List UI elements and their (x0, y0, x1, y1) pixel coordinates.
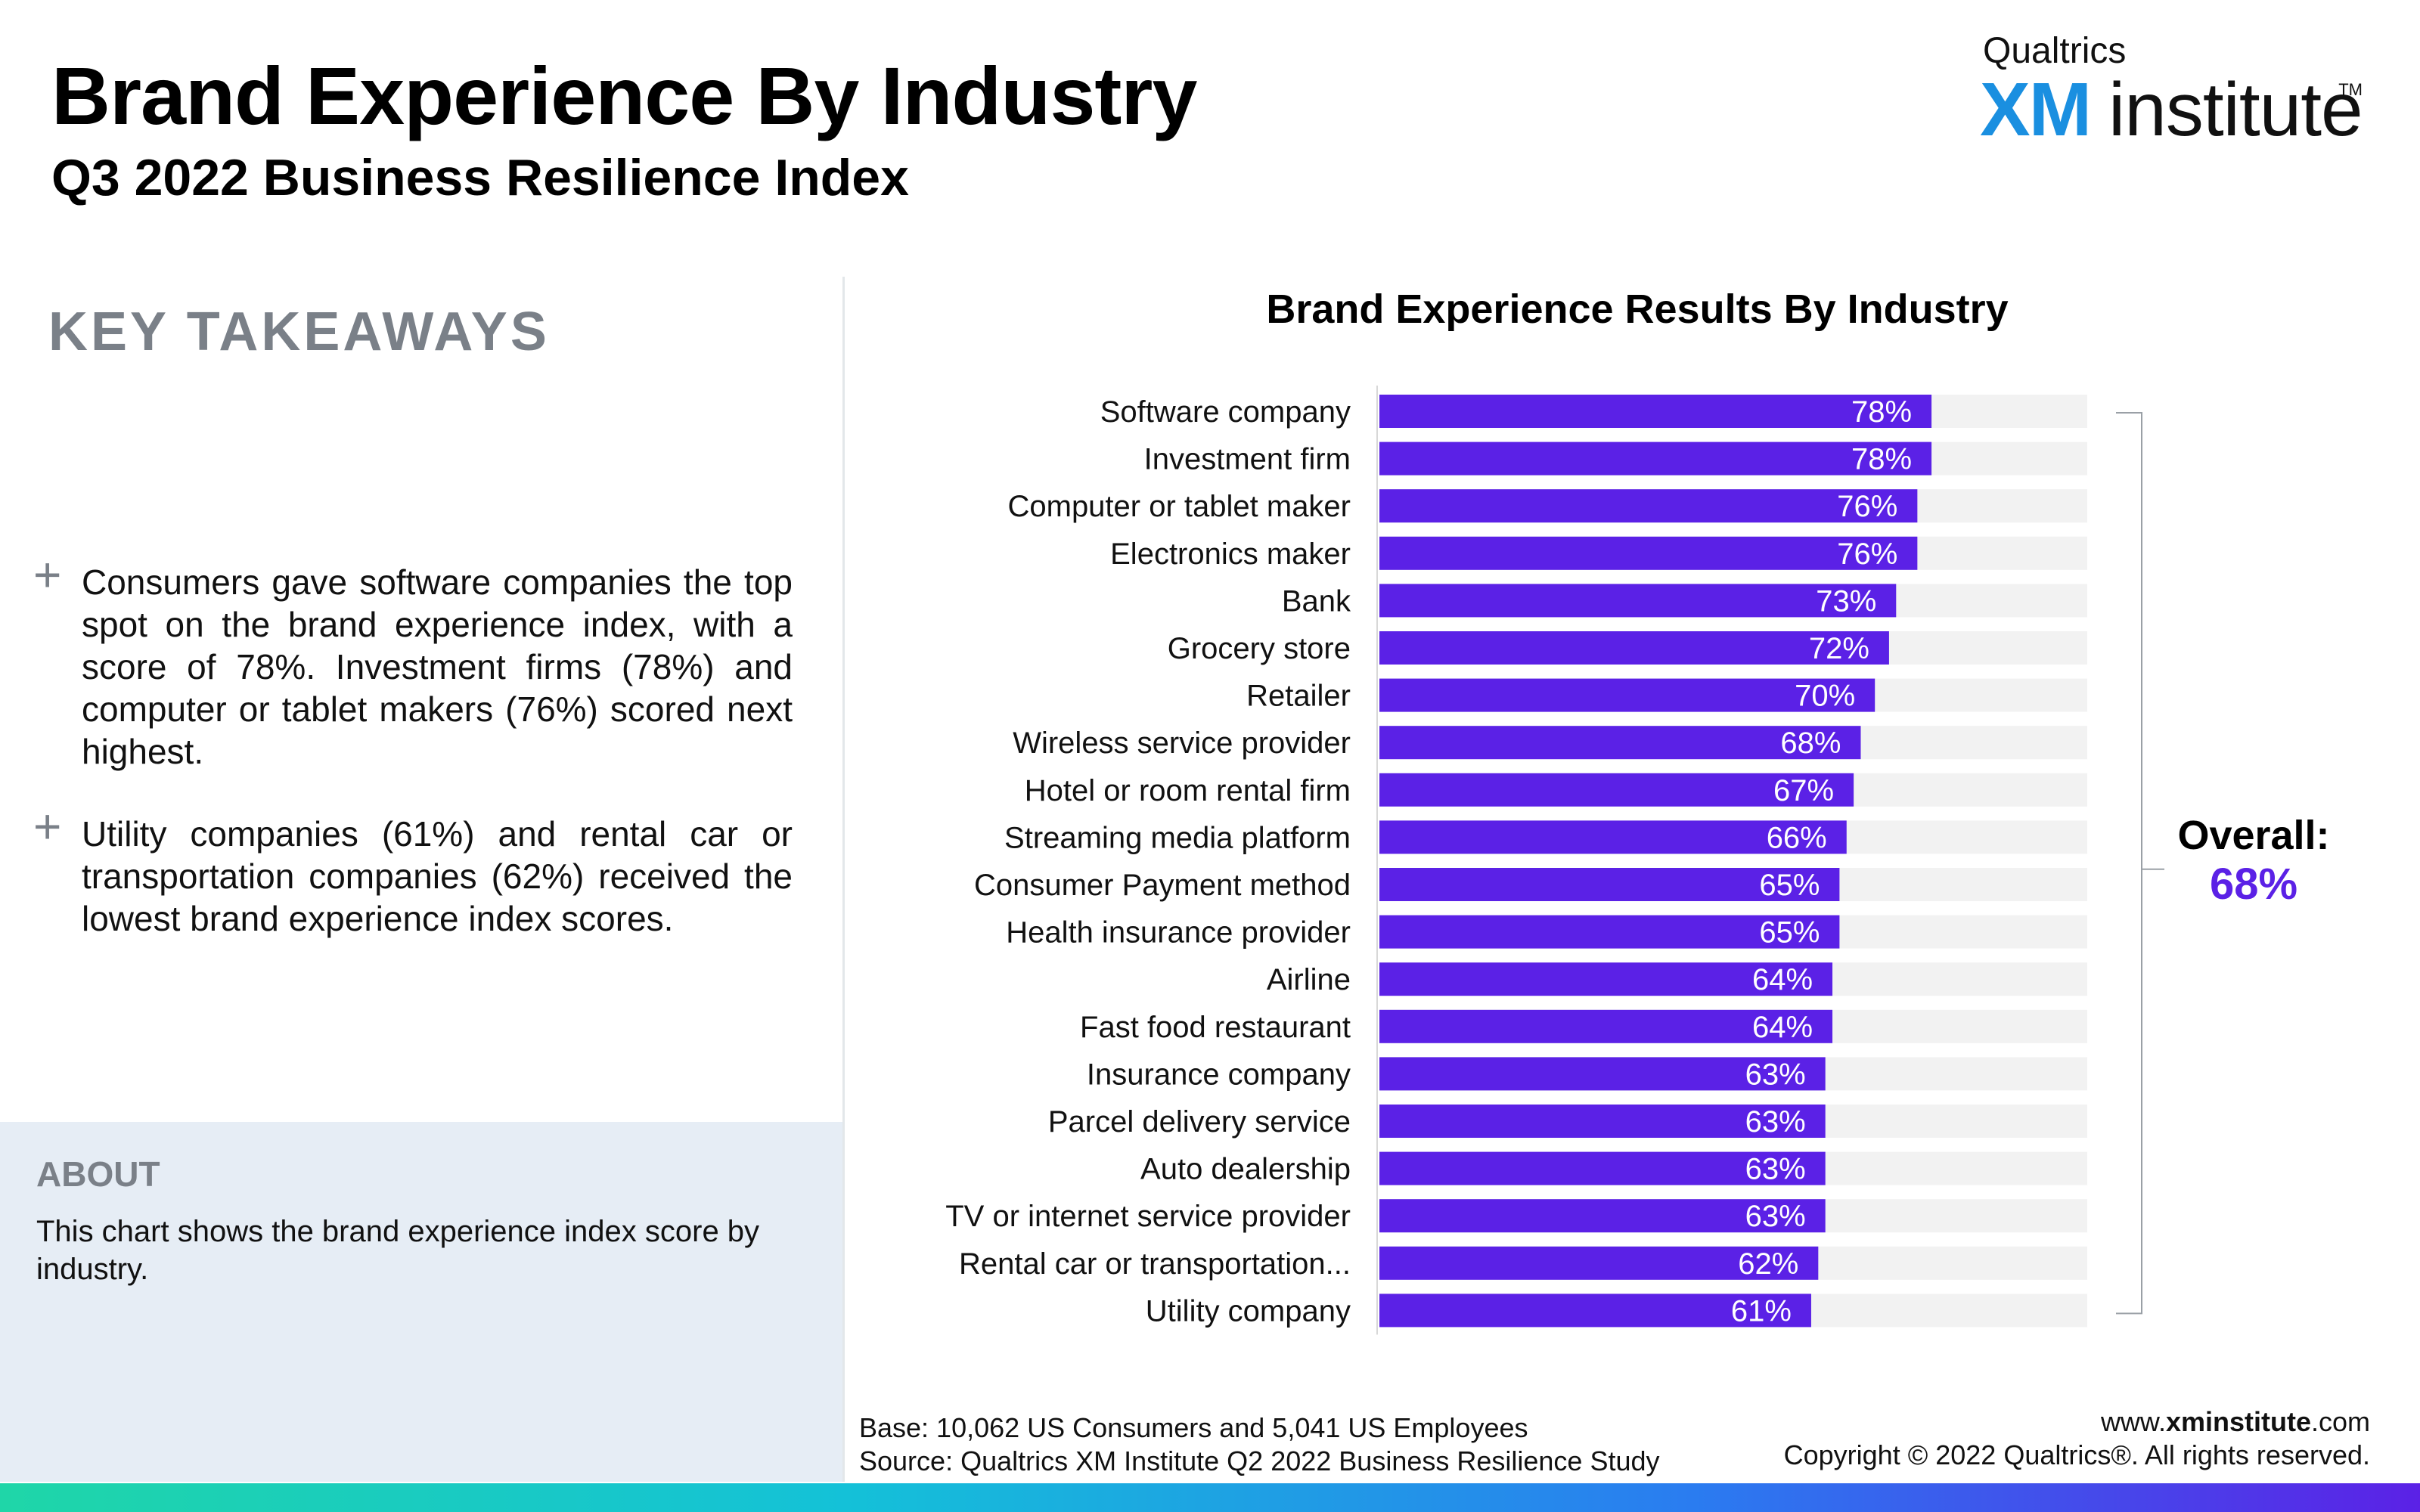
category-label: Software company (1100, 395, 1351, 429)
logo-xm-text: XM (1980, 67, 2092, 152)
data-label: 76% (1837, 538, 1897, 571)
plus-icon: + (33, 547, 62, 602)
bar (1379, 678, 1876, 712)
data-label: 65% (1759, 869, 1820, 902)
category-label: Bank (1282, 584, 1351, 618)
bar (1379, 584, 1897, 618)
category-label: Grocery store (1168, 632, 1351, 665)
bar (1379, 820, 1847, 854)
footer-gradient-bar (0, 1483, 2420, 1512)
about-heading: ABOUT (36, 1154, 160, 1194)
bar (1379, 442, 1932, 476)
data-label: 63% (1745, 1200, 1806, 1233)
bar (1379, 962, 1833, 996)
category-label: Consumer Payment method (974, 869, 1351, 902)
data-label: 76% (1837, 490, 1897, 523)
data-label: 66% (1767, 821, 1827, 854)
bar (1379, 868, 1840, 901)
category-label: Rental car or transportation... (959, 1247, 1351, 1281)
bar (1379, 1057, 1826, 1091)
data-label: 78% (1851, 443, 1912, 476)
website-prefix: www. (2100, 1406, 2166, 1437)
website-domain: xminstitute (2165, 1406, 2311, 1437)
category-label: Utility company (1146, 1294, 1351, 1328)
data-label: 67% (1773, 774, 1834, 807)
category-label: Parcel delivery service (1048, 1105, 1351, 1139)
logo-institute-text: institute (2108, 67, 2363, 152)
website-link[interactable]: www.xminstitute.com (2101, 1406, 2370, 1438)
bar (1379, 631, 1889, 665)
data-label: 64% (1752, 1011, 1813, 1044)
category-label: Computer or tablet maker (1007, 490, 1351, 523)
overall-label: Overall: (2177, 813, 2330, 858)
category-label: Auto dealership (1140, 1153, 1351, 1186)
source-note: Source: Qualtrics XM Institute Q2 2022 B… (859, 1445, 1660, 1476)
category-label: Wireless service provider (1013, 727, 1351, 760)
data-label: 68% (1780, 727, 1841, 760)
base-note: Base: 10,062 US Consumers and 5,041 US E… (859, 1412, 1528, 1443)
data-label: 62% (1738, 1247, 1798, 1281)
about-panel (0, 1122, 842, 1482)
data-label: 70% (1795, 680, 1855, 713)
page-subtitle: Q3 2022 Business Resilience Index (51, 149, 909, 206)
key-takeaways-heading: KEY TAKEAWAYS (48, 302, 550, 362)
data-label: 61% (1731, 1294, 1792, 1328)
data-label: 63% (1745, 1105, 1806, 1139)
takeaway-item-1: Consumers gave software companies the to… (82, 562, 793, 771)
bar (1379, 1246, 1819, 1280)
bar (1379, 395, 1932, 428)
page-title: Brand Experience By Industry (51, 50, 1197, 141)
category-label: Insurance company (1087, 1058, 1351, 1091)
bar (1379, 726, 1861, 760)
bar (1379, 536, 1918, 570)
plus-icon: + (33, 799, 62, 854)
category-label: Hotel or room rental firm (1025, 774, 1351, 807)
category-label: Airline (1267, 963, 1351, 996)
column-divider (842, 277, 845, 1482)
category-label: Fast food restaurant (1080, 1011, 1351, 1044)
data-label: 73% (1816, 584, 1876, 618)
copyright-text: Copyright © 2022 Qualtrics®. All rights … (1783, 1439, 2370, 1470)
bar (1379, 1105, 1826, 1138)
takeaway-item-2: Utility companies (61%) and rental car o… (82, 814, 793, 938)
website-suffix: .com (2310, 1406, 2370, 1437)
logo-trademark: TM (2338, 80, 2363, 99)
data-label: 65% (1759, 916, 1820, 950)
bar-chart: Software company 78% Investment firm 78% Com… (945, 386, 2164, 1335)
category-label: Streaming media platform (1004, 821, 1351, 854)
category-label: Electronics maker (1110, 538, 1351, 571)
bar (1379, 1294, 1811, 1328)
data-label: 78% (1851, 395, 1912, 429)
bar (1379, 1151, 1826, 1185)
bar (1379, 489, 1918, 523)
chart-title: Brand Experience Results By Industry (1266, 287, 2009, 332)
data-label: 63% (1745, 1153, 1806, 1186)
bar (1379, 1009, 1833, 1043)
logo-brand-text: Qualtrics (1983, 31, 2127, 71)
data-label: 63% (1745, 1058, 1806, 1091)
data-label: 72% (1809, 632, 1869, 665)
bar (1379, 915, 1840, 949)
bar (1379, 1199, 1826, 1233)
overall-value: 68% (2209, 860, 2298, 909)
xm-institute-logo: Qualtrics XM institute TM (1969, 30, 2363, 152)
category-label: Investment firm (1144, 443, 1351, 476)
category-label: Retailer (1246, 680, 1351, 713)
data-label: 64% (1752, 963, 1813, 996)
category-label: TV or internet service provider (945, 1200, 1351, 1233)
bracket (2116, 412, 2142, 1315)
about-text: This chart shows the brand experience in… (36, 1215, 760, 1286)
category-label: Health insurance provider (1006, 916, 1351, 950)
bar (1379, 773, 1854, 807)
